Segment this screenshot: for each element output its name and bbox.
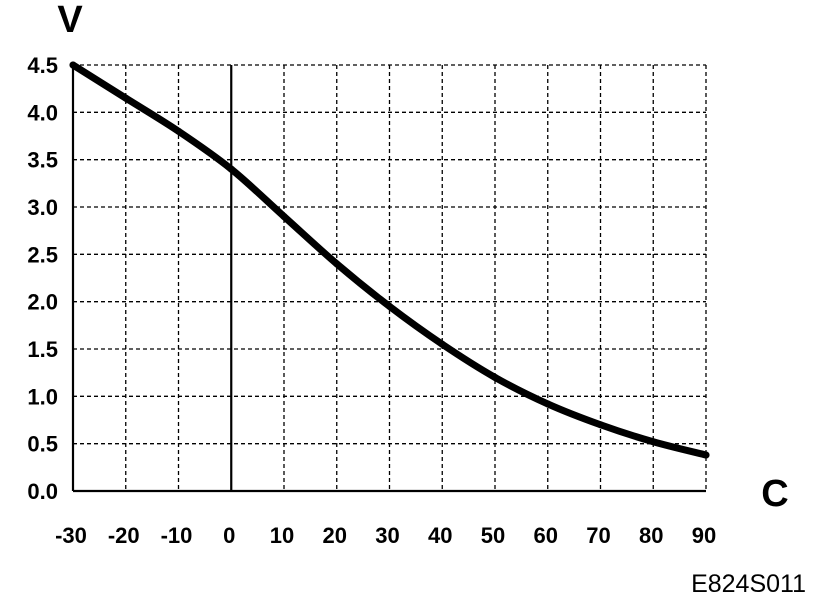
figure-code: E824S011 [691, 570, 806, 598]
y-tick-label: 3.5 [27, 148, 58, 173]
data-point [386, 302, 393, 310]
data-point [597, 421, 604, 429]
x-tick-label: -10 [161, 523, 193, 548]
x-tick-label: 20 [323, 523, 347, 548]
data-point [280, 212, 288, 220]
data-point [702, 451, 710, 459]
grid [73, 64, 707, 491]
y-tick-label: 1.5 [27, 337, 58, 362]
y-tick-label: 2.5 [27, 242, 58, 267]
data-point [175, 127, 182, 135]
y-tick-label: 3.0 [27, 195, 58, 220]
x-tick-label: 90 [692, 523, 716, 548]
x-tick-label: 70 [586, 523, 610, 548]
y-axis-label: V [57, 0, 83, 41]
x-tick-label: 60 [534, 523, 558, 548]
data-point [227, 165, 235, 173]
data-point [438, 340, 446, 348]
y-tick-label: 1.0 [27, 384, 58, 409]
x-axis-label: C [761, 473, 788, 515]
x-tick-label: 40 [428, 523, 452, 548]
x-tick-label: 10 [270, 523, 294, 548]
data-point [491, 373, 499, 381]
x-tick-label: -20 [108, 523, 140, 548]
y-tick-label: 2.0 [27, 290, 58, 315]
x-tick-label: 30 [375, 523, 399, 548]
y-tick-label: 0.5 [27, 432, 58, 457]
x-tick-label: 80 [639, 523, 663, 548]
data-point [69, 61, 77, 69]
x-tick-label: -30 [55, 523, 87, 548]
x-tick-labels: -30 -20 -10 0 10 20 30 40 50 60 70 80 90 [55, 523, 716, 548]
y-tick-label: 4.0 [27, 100, 58, 125]
data-point [333, 260, 341, 268]
x-tick-label: 0 [223, 523, 235, 548]
x-tick-label: 50 [481, 523, 505, 548]
y-tick-labels: 0.0 0.5 1.0 1.5 2.0 2.5 3.0 3.5 4.0 4.5 [27, 53, 58, 504]
data-point [544, 400, 552, 408]
data-point [122, 94, 130, 102]
series [69, 61, 710, 459]
y-tick-label: 0.0 [27, 479, 58, 504]
data-point [649, 438, 657, 446]
axes [71, 65, 706, 493]
y-tick-label: 4.5 [27, 53, 58, 78]
